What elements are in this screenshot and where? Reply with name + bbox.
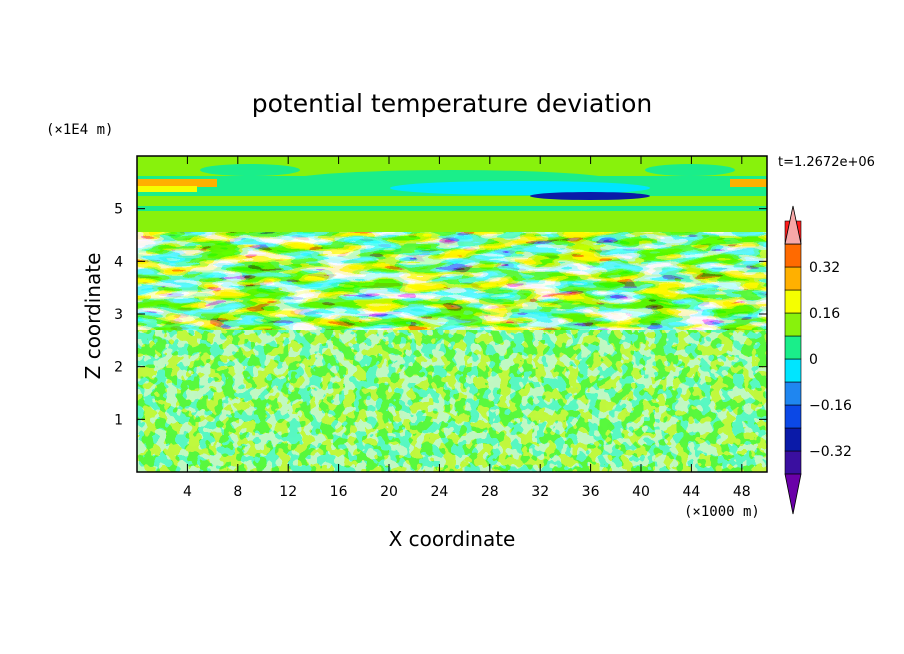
colorbar-bin	[784, 335, 802, 360]
y-tick-label: 2	[114, 360, 123, 376]
colorbar-bin	[784, 404, 802, 429]
colorbar-bin	[784, 427, 802, 452]
x-tick-label: 48	[733, 484, 751, 500]
x-tick-label: 20	[380, 484, 398, 500]
colorbar-bin	[784, 243, 802, 268]
colorbar-bin	[784, 266, 802, 291]
upper-band-green-strip	[137, 206, 767, 211]
colorbar-label: −0.16	[809, 398, 852, 414]
colorbar-bin	[784, 450, 802, 475]
colorbar-bin	[784, 289, 802, 314]
colorbar-label: 0.32	[809, 260, 840, 276]
upper-band-green-top	[200, 164, 300, 176]
x-tick-label: 12	[279, 484, 297, 500]
upper-band-cyan	[390, 181, 650, 195]
field-lower-layer	[137, 330, 767, 472]
upper-band-blue	[530, 192, 650, 200]
x-tick-label: 8	[233, 484, 242, 500]
x-tick-label: 4	[183, 484, 192, 500]
x-tick-label: 32	[531, 484, 549, 500]
upper-band-orange-left	[137, 179, 217, 187]
colorbar-label: 0	[809, 352, 818, 368]
x-tick-label: 28	[481, 484, 499, 500]
colorbar-extend-high	[784, 205, 802, 245]
y-tick-label: 5	[114, 202, 123, 218]
colorbar-extend-low	[784, 473, 802, 515]
x-unit-label: (×1000 m)	[684, 504, 760, 520]
colorbar-label: −0.32	[809, 444, 852, 460]
y-tick-label: 3	[114, 307, 123, 323]
upper-band-green-top-right	[645, 164, 735, 176]
y-axis-label: Z coordinate	[81, 253, 105, 380]
upper-band-yellow-left	[137, 186, 197, 192]
field-breaking-layer	[137, 230, 767, 330]
contour-field	[137, 156, 767, 472]
colorbar-bin	[784, 381, 802, 406]
x-tick-label: 16	[330, 484, 348, 500]
x-axis: 4 8 12 16 20 24 28 32 36 40 44 48	[183, 156, 751, 500]
x-tick-label: 36	[582, 484, 600, 500]
y-unit-label: (×1E4 m)	[46, 122, 113, 138]
colorbar-label: 0.16	[809, 306, 840, 322]
x-tick-label: 44	[682, 484, 700, 500]
time-label: t=1.2672e+06	[778, 155, 875, 170]
y-axis: 1 2 3 4 5	[114, 202, 767, 428]
field-upper-layer	[137, 156, 767, 232]
chart-title: potential temperature deviation	[252, 89, 652, 118]
x-tick-label: 24	[430, 484, 448, 500]
upper-band-orange-right	[730, 179, 767, 187]
colorbar: 0.32 0.16 0 −0.16 −0.32	[784, 205, 852, 515]
y-tick-label: 1	[114, 412, 123, 428]
x-tick-label: 40	[632, 484, 650, 500]
colorbar-bin	[784, 312, 802, 337]
x-axis-label: X coordinate	[389, 527, 516, 551]
colorbar-bin	[784, 358, 802, 383]
y-tick-label: 4	[114, 254, 123, 270]
